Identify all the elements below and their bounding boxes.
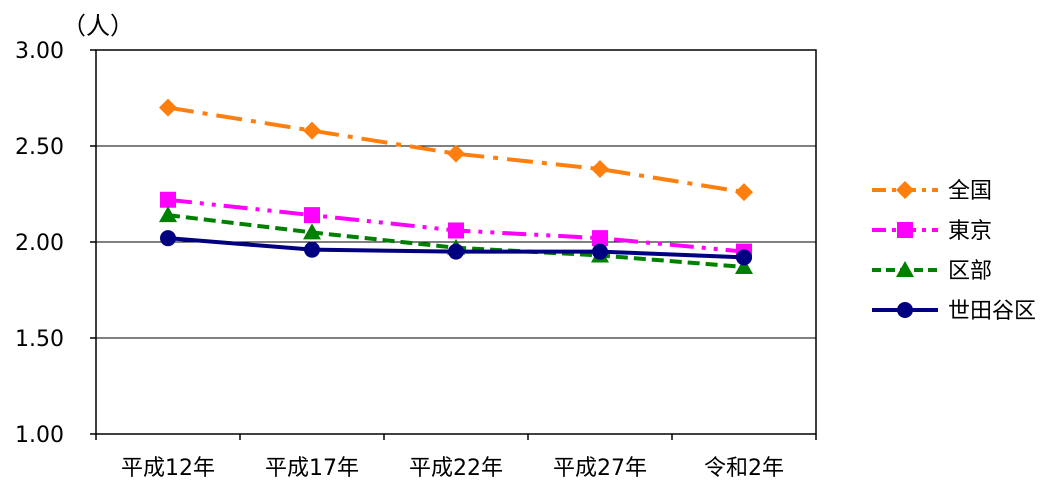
- data-point: [592, 243, 608, 260]
- data-point: [303, 121, 321, 140]
- legend-marker: [896, 261, 914, 277]
- legend-item: 世田谷区: [872, 299, 1036, 324]
- legend-label: 東京: [948, 219, 992, 244]
- legend-marker: [897, 302, 913, 318]
- series-3: [159, 206, 753, 274]
- y-axis: 1.00 1.50 2.00 2.50 3.00: [15, 39, 96, 448]
- data-point: [303, 223, 321, 240]
- data-point: [448, 222, 464, 239]
- legend-item: 全国: [872, 179, 992, 204]
- x-tick-label: 平成27年: [553, 456, 647, 481]
- legend-item: 区部: [872, 259, 992, 284]
- legend-marker: [897, 222, 913, 238]
- legend-item: 東京: [872, 219, 992, 244]
- data-point: [592, 230, 608, 247]
- y-tick-label: 1.00: [15, 423, 64, 448]
- y-tick-label: 1.50: [15, 327, 64, 352]
- data-point: [159, 206, 177, 223]
- y-axis-unit-label: （人）: [62, 12, 134, 40]
- data-point: [448, 243, 464, 260]
- y-tick-label: 3.00: [15, 39, 64, 64]
- data-point: [159, 98, 177, 117]
- x-tick-label: 平成17年: [265, 456, 359, 481]
- data-point: [735, 257, 753, 274]
- data-point: [304, 207, 320, 224]
- series-4: [160, 230, 752, 266]
- data-point: [736, 249, 752, 266]
- series-layer: [159, 98, 753, 274]
- x-axis: 平成12年 平成17年 平成22年 平成27年 令和2年: [95, 434, 817, 481]
- legend-label: 区部: [948, 259, 992, 284]
- data-point: [735, 183, 753, 202]
- legend-label: 全国: [948, 179, 992, 204]
- x-tick-label: 平成22年: [409, 456, 503, 481]
- data-point: [304, 241, 320, 258]
- legend-label: 世田谷区: [948, 299, 1036, 324]
- x-tick-label: 令和2年: [704, 456, 784, 481]
- y-tick-label: 2.50: [15, 135, 64, 160]
- data-point: [591, 160, 609, 179]
- legend-marker: [896, 181, 914, 199]
- x-tick-label: 平成12年: [121, 456, 215, 481]
- data-point: [447, 144, 465, 163]
- series-1: [159, 98, 753, 202]
- data-point: [160, 191, 176, 208]
- data-point: [160, 230, 176, 247]
- y-tick-label: 2.00: [15, 231, 64, 256]
